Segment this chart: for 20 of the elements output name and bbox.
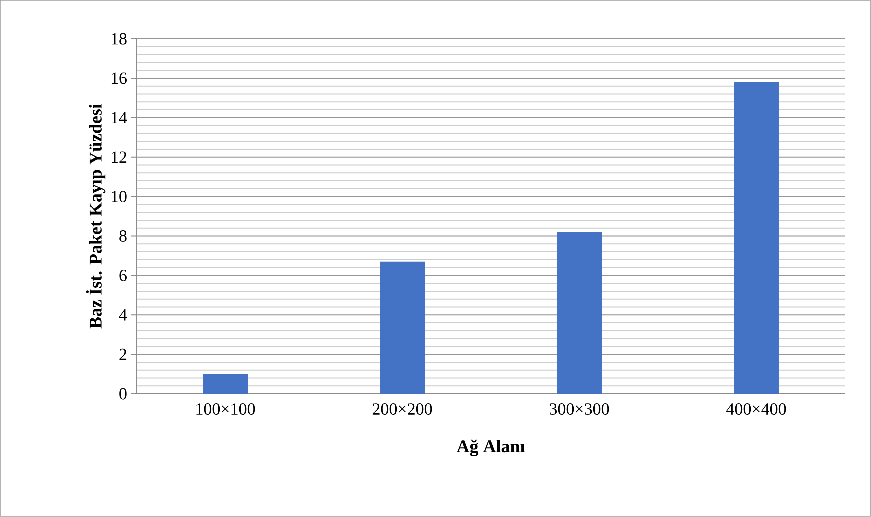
bar xyxy=(380,262,426,394)
bar xyxy=(557,232,602,394)
y-tick-label: 10 xyxy=(112,191,127,203)
bar xyxy=(203,374,248,394)
y-tick-label: 12 xyxy=(112,152,127,163)
y-tick-label: 8 xyxy=(120,230,127,242)
y-tick-label: 4 xyxy=(119,310,128,321)
x-tick-label: 100×100 xyxy=(196,404,256,415)
x-axis-title: Ağ Alanı xyxy=(456,440,525,456)
x-tick-label: 400×400 xyxy=(726,404,786,415)
y-tick-label: 0 xyxy=(120,388,127,400)
y-tick-label: 14 xyxy=(112,112,128,124)
x-tick-label: 200×200 xyxy=(372,404,432,415)
y-tick-label: 2 xyxy=(120,348,127,360)
bar xyxy=(734,82,780,394)
y-tick-label: 18 xyxy=(112,33,127,45)
y-tick-label: 6 xyxy=(120,270,127,282)
y-axis-title: Baz İst. Paket Kayıp Yüzdesi xyxy=(86,104,106,329)
y-tick-label: 16 xyxy=(112,72,127,84)
x-tick-label: 300×300 xyxy=(550,404,610,415)
